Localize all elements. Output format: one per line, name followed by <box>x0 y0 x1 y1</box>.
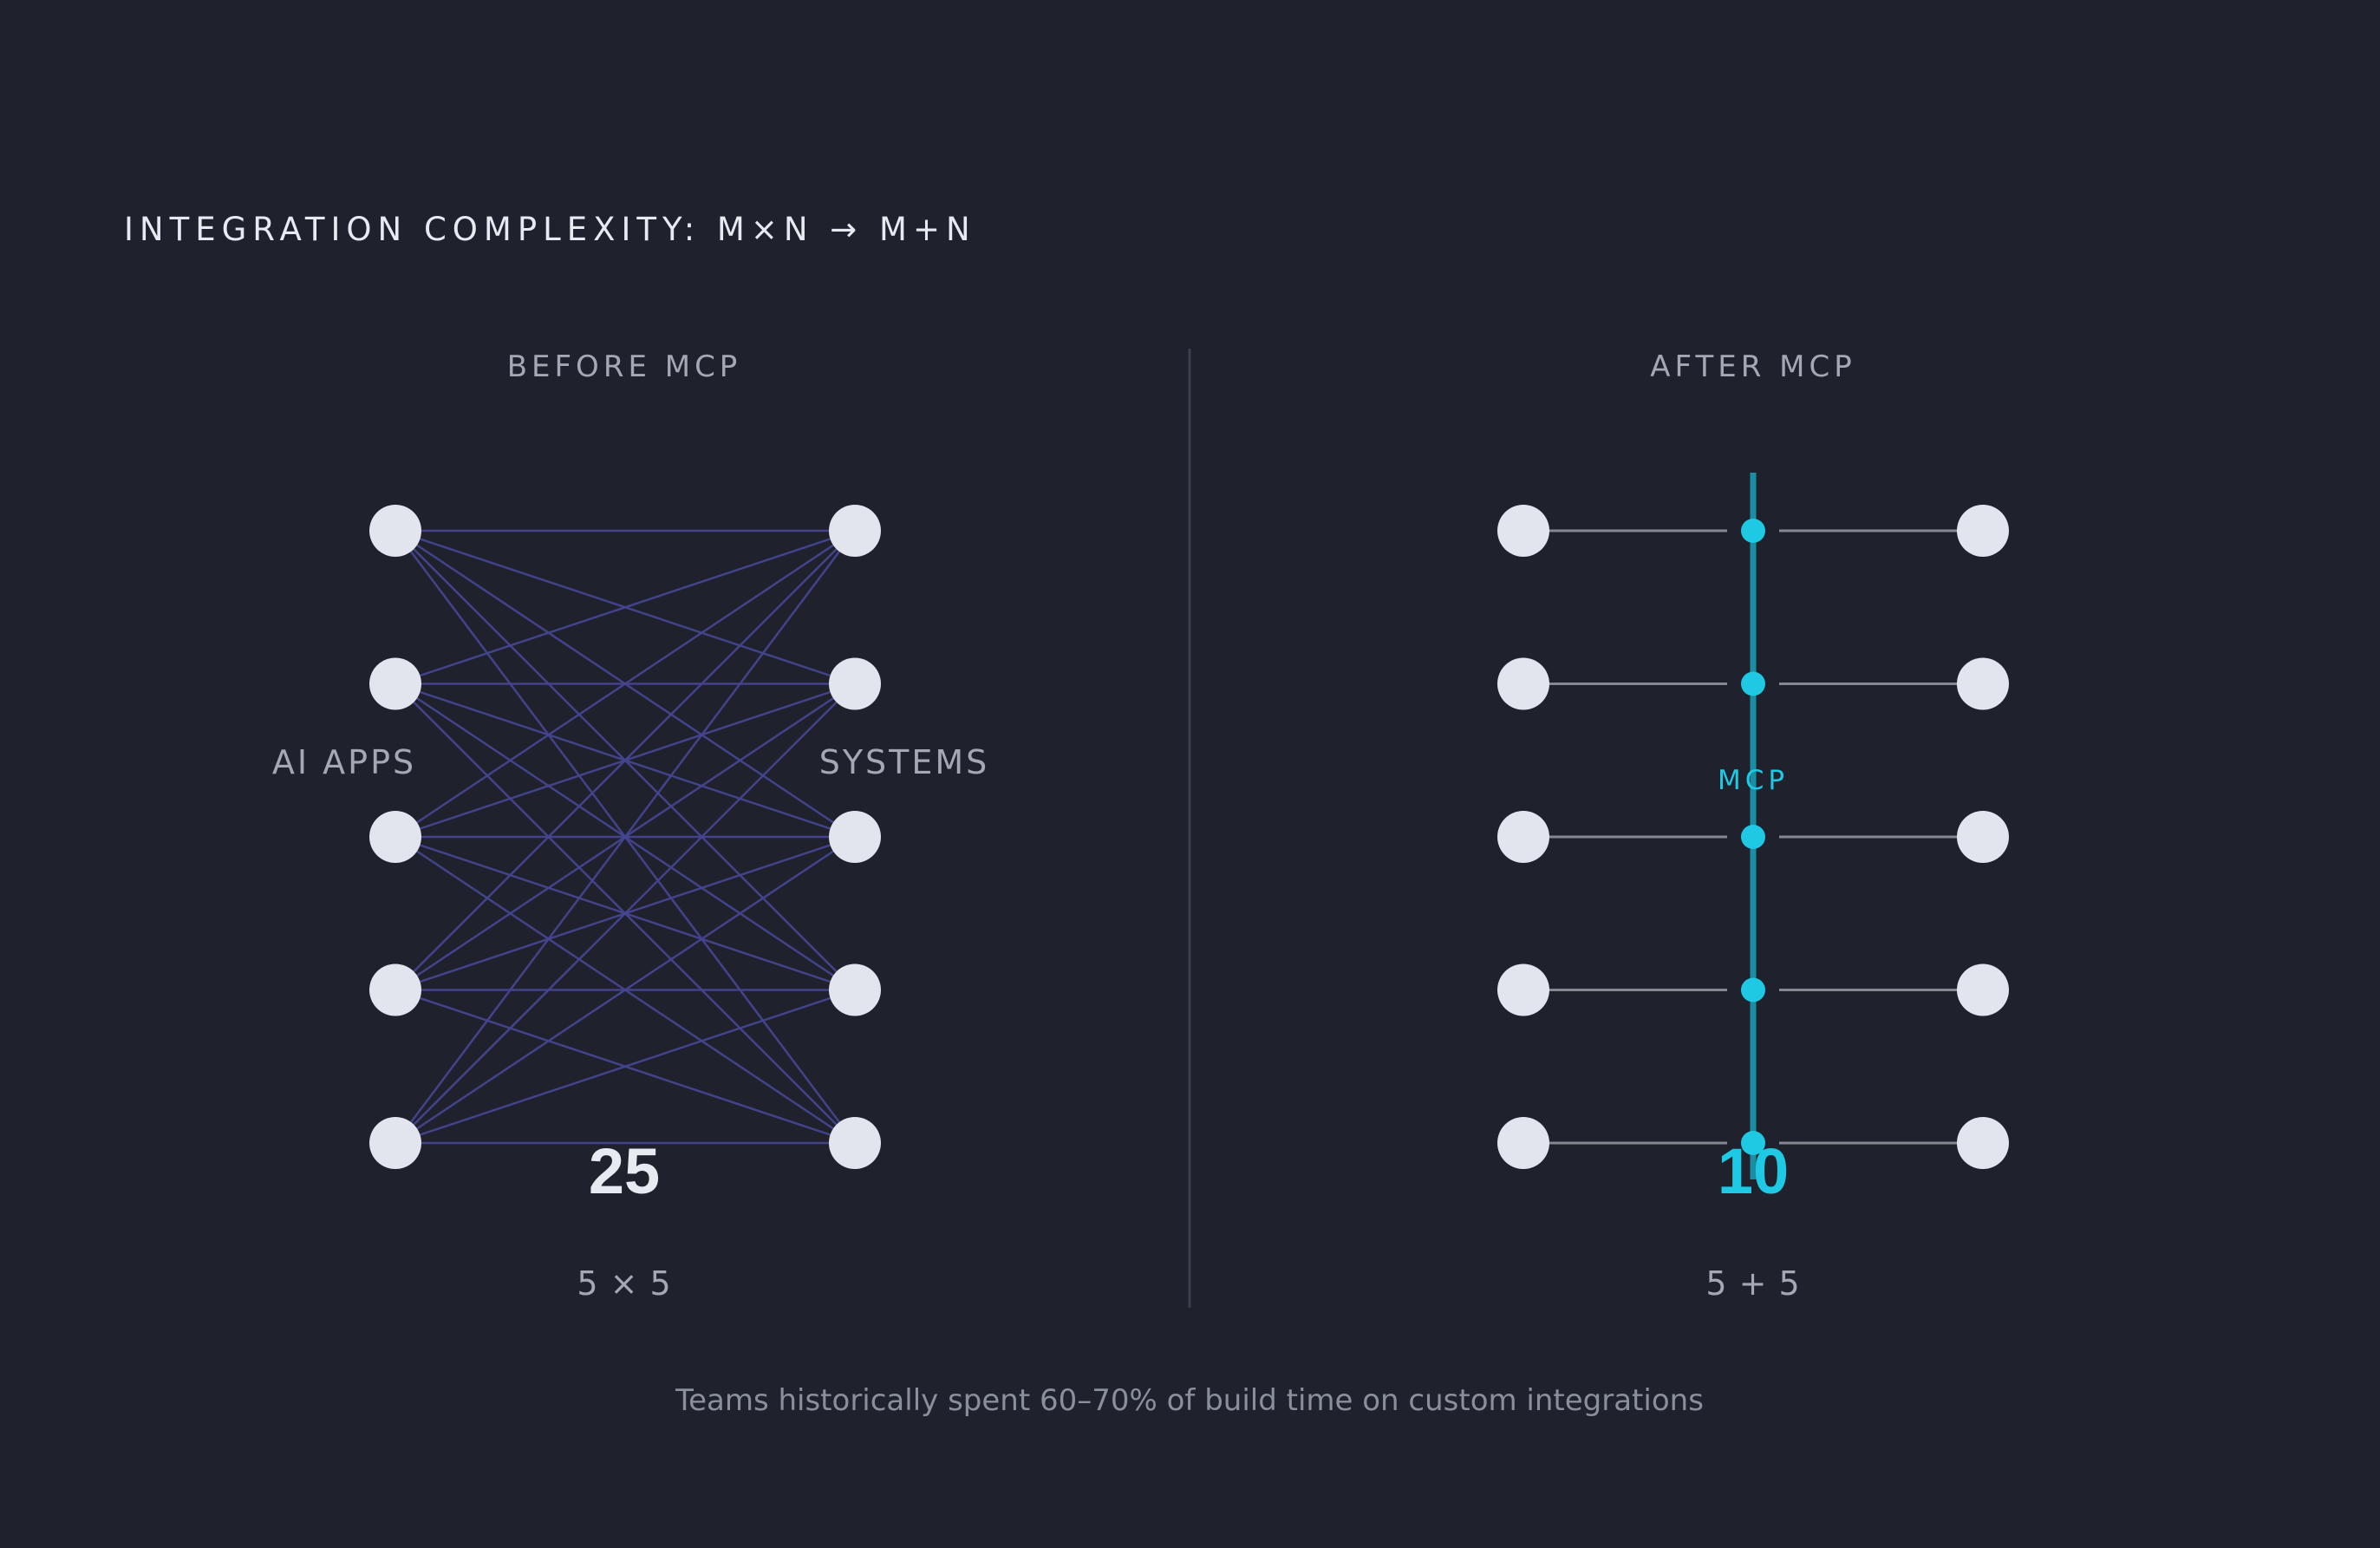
ai-app-node <box>1497 657 1549 710</box>
ai-app-node <box>369 505 421 557</box>
ai-app-node <box>369 657 421 710</box>
mesh-edge <box>394 529 856 839</box>
hub-connector-dot <box>1741 825 1765 849</box>
mesh-edge <box>394 989 856 1145</box>
ai-app-node <box>1497 811 1549 863</box>
before-nodes <box>369 505 881 1169</box>
ai-app-node <box>369 1117 421 1169</box>
mesh-edge <box>394 530 856 991</box>
system-node <box>829 963 881 1016</box>
system-node <box>1957 963 2009 1016</box>
before-heading: BEFORE MCP <box>506 349 742 384</box>
system-node <box>829 505 881 557</box>
footnote: Teams historically spent 60–70% of build… <box>675 1383 1704 1418</box>
before-mesh-edges <box>394 529 856 1145</box>
after-formula: 5 + 5 <box>1705 1264 1801 1303</box>
mcp-hub-label: MCP <box>1717 765 1790 796</box>
system-node <box>829 811 881 863</box>
mesh-edge <box>394 683 856 1144</box>
hub-connector-dot <box>1741 671 1765 696</box>
after-heading: AFTER MCP <box>1650 349 1856 384</box>
system-node <box>1957 1117 2009 1169</box>
hub-connector-dot <box>1741 1131 1765 1155</box>
hub-connector-dot <box>1741 519 1765 543</box>
mesh-edge <box>394 530 856 1144</box>
page-title: INTEGRATION COMPLEXITY: M×N → M+N <box>124 211 976 248</box>
system-node <box>1957 811 2009 863</box>
ai-app-node <box>369 811 421 863</box>
mesh-edge <box>394 835 856 1145</box>
ai-apps-label: AI APPS <box>271 743 417 781</box>
system-node <box>1957 505 2009 557</box>
ai-app-node <box>1497 963 1549 1016</box>
systems-label: SYSTEMS <box>818 743 990 781</box>
system-node <box>829 1117 881 1169</box>
mesh-edge <box>394 529 856 685</box>
before-formula: 5 × 5 <box>577 1264 672 1303</box>
after-nodes <box>1497 505 2009 1169</box>
mcp-hub <box>1741 473 1765 1179</box>
ai-app-node <box>1497 505 1549 557</box>
after-count: 10 <box>1717 1135 1790 1207</box>
before-count: 25 <box>588 1135 661 1207</box>
hub-connector-dot <box>1741 977 1765 1003</box>
system-node <box>829 657 881 710</box>
ai-app-node <box>369 963 421 1016</box>
after-spokes <box>1523 529 1983 1145</box>
ai-app-node <box>1497 1117 1549 1169</box>
system-node <box>1957 657 2009 710</box>
